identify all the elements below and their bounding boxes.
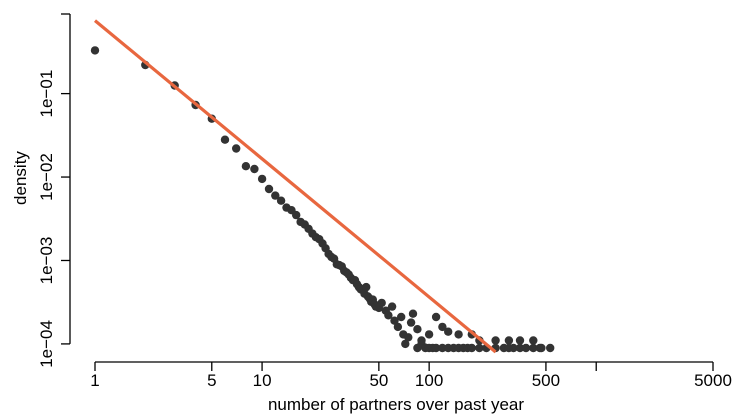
- x-tick-label: 1: [90, 371, 99, 390]
- x-tick-label: 5: [207, 371, 216, 390]
- data-point: [401, 339, 410, 349]
- data-point: [546, 343, 555, 353]
- data-point: [404, 333, 413, 342]
- data-point: [406, 318, 416, 327]
- data-point: [509, 343, 518, 353]
- data-point: [438, 322, 447, 332]
- data-point: [529, 343, 538, 353]
- x-tick-label: 10: [253, 371, 272, 390]
- scatter-points: [90, 46, 555, 353]
- data-point: [413, 325, 422, 334]
- y-axis: 1e−04 1e−03 1e−02 1e−01: [37, 13, 71, 368]
- data-point: [241, 162, 251, 171]
- data-point: [467, 343, 476, 353]
- data-point: [431, 312, 441, 322]
- y-tick-label: 1e−04: [37, 320, 56, 368]
- y-tick-label: 1e−03: [37, 237, 56, 285]
- data-point: [397, 312, 406, 322]
- data-point: [408, 309, 418, 318]
- data-point: [90, 46, 100, 55]
- data-point: [431, 343, 441, 353]
- data-point: [438, 343, 447, 353]
- data-point: [387, 302, 397, 311]
- y-tick-label: 1e−02: [37, 153, 56, 201]
- data-point: [515, 336, 525, 345]
- y-tick-label: 1e−01: [37, 70, 56, 118]
- y-axis-title: density: [11, 151, 30, 205]
- data-point: [384, 311, 393, 320]
- data-point: [537, 343, 546, 353]
- data-point: [393, 322, 403, 332]
- x-axis-title: number of partners over past year: [268, 395, 524, 414]
- data-point: [529, 336, 538, 345]
- data-point: [362, 282, 371, 292]
- data-point: [232, 144, 241, 153]
- data-point: [257, 174, 267, 184]
- x-tick-label: 5000: [694, 371, 732, 390]
- x-tick-label: 100: [415, 371, 443, 390]
- data-point: [264, 184, 274, 194]
- data-point: [444, 327, 453, 336]
- power-law-fit-line: [93, 19, 497, 354]
- data-point: [504, 336, 514, 345]
- data-point: [250, 164, 259, 174]
- data-point: [454, 330, 463, 339]
- data-point: [220, 135, 230, 144]
- data-point: [424, 330, 434, 339]
- data-point: [377, 298, 386, 308]
- x-axis: 1 5 10 50 100 500 5000: [90, 361, 732, 390]
- data-point: [521, 343, 531, 353]
- data-point: [276, 196, 286, 205]
- data-point: [515, 343, 525, 353]
- data-point: [271, 191, 280, 200]
- data-point: [390, 316, 399, 325]
- x-tick-label: 50: [369, 371, 388, 390]
- x-tick-label: 500: [532, 371, 560, 390]
- data-point: [475, 343, 484, 353]
- data-point: [491, 336, 500, 345]
- data-point: [292, 210, 301, 220]
